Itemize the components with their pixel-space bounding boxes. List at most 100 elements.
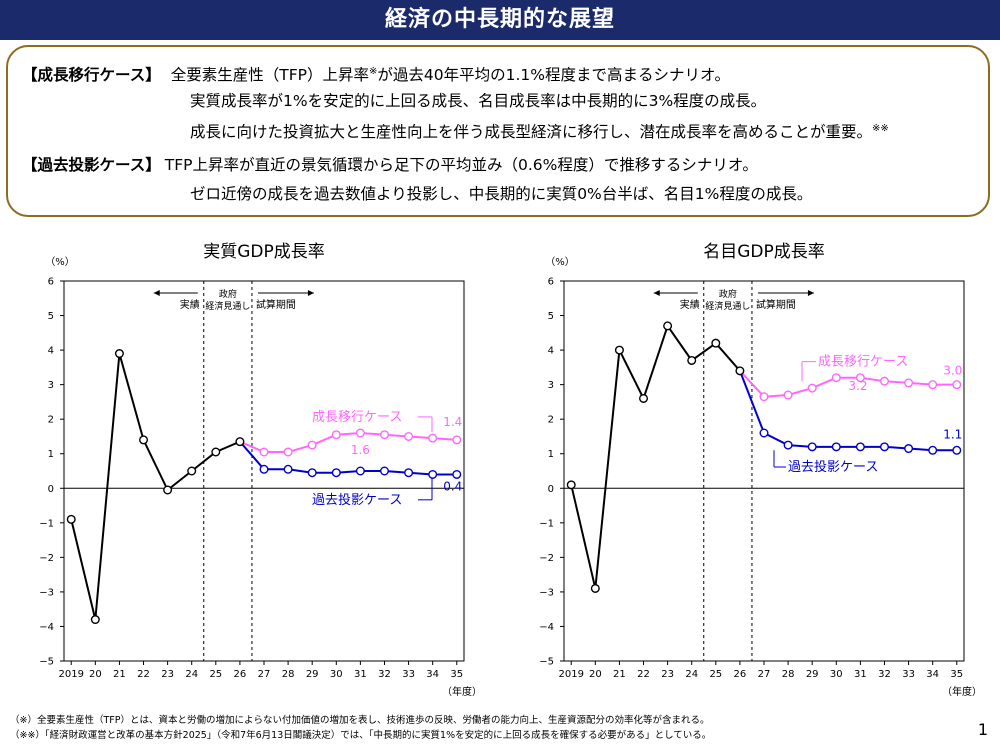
actual-point (139, 435, 149, 445)
past-case-point (759, 428, 769, 438)
past-case-point (783, 440, 793, 450)
y-tick-label: −2 (539, 553, 554, 564)
x-axis-unit: （年度） (442, 685, 482, 698)
past-case-point (404, 468, 414, 478)
actual-point (639, 393, 649, 403)
y-tick-label: −3 (539, 587, 554, 598)
x-tick-label: 33 (402, 669, 415, 680)
past-case-point (259, 464, 269, 474)
past-case-point (283, 464, 293, 474)
x-tick-label: 23 (161, 669, 174, 680)
actual-point (66, 514, 76, 524)
x-tick-label: 2019 (59, 669, 84, 680)
footnote-1: （※）全要素生産性（TFP）とは、資本と労働の増加によらない付加価値の増加を表し… (10, 715, 710, 726)
y-tick-label: 0 (548, 484, 554, 495)
x-tick-label: 28 (782, 669, 795, 680)
past-case-point (452, 469, 462, 479)
past-case-point (355, 466, 365, 476)
past-case-point (879, 442, 889, 452)
arrow-trial-head (307, 290, 314, 296)
x-tick-label: 28 (282, 669, 295, 680)
growth-case-point (283, 447, 293, 457)
x-tick-label: 34 (426, 669, 439, 680)
x-tick-label: 32 (378, 669, 391, 680)
growth-case-point (807, 383, 817, 393)
past-case-line-2: ゼロ近傍の成長を過去数値より投影し、中長期的に実質0%台半ば、名目1%程度の成長… (190, 185, 813, 203)
actual-line (70, 353, 241, 620)
y-tick-label: −1 (539, 518, 554, 529)
x-tick-label: 26 (734, 669, 747, 680)
actual-point (590, 583, 600, 593)
x-tick-label: 29 (306, 669, 319, 680)
growth-case-peak-label: 3.2 (848, 379, 867, 393)
growth-case-point (855, 373, 865, 383)
chart-title: 名目GDP成長率 (703, 242, 825, 262)
growth-case-sup-1: ※ (368, 66, 378, 77)
x-tick-label: 32 (878, 669, 891, 680)
y-tick-label: 5 (48, 311, 54, 322)
actual-point (566, 480, 576, 490)
y-tick-label: −4 (539, 622, 554, 633)
y-tick-label: 0 (48, 484, 54, 495)
period-label-trial: 試算期間 (756, 298, 796, 311)
past-case-line-1: 【過去投影ケース】 TFP上昇率が直近の景気循環から足下の平均並み（0.6%程度）… (22, 155, 758, 175)
past-case-end-label: 1.1 (943, 427, 962, 441)
growth-case-end-label: 1.4 (443, 415, 462, 429)
period-label-gov-outlook: 経済見通し (205, 300, 250, 312)
past-case-point (379, 466, 389, 476)
y-tick-label: 1 (548, 449, 554, 460)
past-case-text-1: TFP上昇率が直近の景気循環から足下の平均並み（0.6%程度）で推移するシナリオ… (164, 156, 758, 174)
growth-case-point (928, 380, 938, 390)
past-case-point (428, 469, 438, 479)
growth-case-point (831, 373, 841, 383)
x-tick-label: 34 (926, 669, 939, 680)
actual-point (663, 321, 673, 331)
growth-case-name: 成長移行ケース (312, 410, 402, 425)
growth-case-point (759, 392, 769, 402)
past-case-end-label: 0.4 (443, 479, 462, 493)
growth-case-line (239, 431, 457, 453)
growth-case-text-1b: が過去40年平均の1.1%程度まで高まるシナリオ。 (377, 66, 731, 84)
y-tick-label: −3 (39, 587, 54, 598)
y-tick-label: 6 (48, 277, 54, 288)
growth-case-point (379, 430, 389, 440)
summary-box: 【成長移行ケース】 全要素生産性（TFP）上昇率※が過去40年平均の1.1%程度ま… (6, 45, 990, 217)
growth-case-line-2: 実質成長率が1%を安定的に上回る成長、名目成長率は中長期的に3%程度の成長。 (190, 92, 767, 110)
growth-case-end-label: 3.0 (943, 364, 962, 378)
y-tick-label: −2 (39, 553, 54, 564)
past-case-point (807, 442, 817, 452)
page-number: 1 (977, 720, 988, 739)
x-tick-label: 20 (89, 669, 102, 680)
past-case-point (952, 445, 962, 455)
growth-case-point (783, 390, 793, 400)
actual-point (163, 485, 173, 495)
period-label-gov: 政府 (219, 288, 237, 300)
growth-case-point (952, 380, 962, 390)
past-case-point (855, 442, 865, 452)
growth-case-name: 成長移行ケース (818, 355, 908, 370)
x-tick-label: 2019 (559, 669, 584, 680)
past-case-name: 過去投影ケース (312, 492, 402, 508)
plot-frame (563, 280, 965, 662)
x-tick-label: 24 (185, 669, 198, 680)
growth-case-text-3: 成長に向けた投資拡大と生産性向上を伴う成長型経済に移行し、潜在成長率を高めること… (190, 123, 873, 141)
y-tick-label: 6 (548, 277, 554, 288)
past-case-point (831, 442, 841, 452)
x-tick-label: 25 (709, 669, 722, 680)
period-label-trial: 試算期間 (256, 298, 296, 311)
footnote-2: （※※）「経済財政運営と改革の基本方針2025」（令和7年6月13日閣議決定）で… (10, 730, 712, 741)
y-tick-label: 3 (548, 380, 554, 391)
chart-title: 実質GDP成長率 (203, 242, 325, 262)
x-tick-label: 31 (354, 669, 367, 680)
actual-line (570, 323, 741, 589)
y-tick-label: 3 (48, 380, 54, 391)
actual-point (235, 437, 245, 447)
y-tick-label: 5 (548, 311, 554, 322)
period-label-gov-outlook: 経済見通し (705, 300, 750, 312)
growth-case-point (428, 433, 438, 443)
y-axis-unit: （%） (45, 256, 75, 268)
x-tick-label: 29 (806, 669, 819, 680)
arrow-trial-head (807, 290, 814, 296)
growth-case-line-3: 成長に向けた投資拡大と生産性向上を伴う成長型経済に移行し、潜在成長率を高めること… (190, 119, 889, 142)
growth-case-point (355, 428, 365, 438)
